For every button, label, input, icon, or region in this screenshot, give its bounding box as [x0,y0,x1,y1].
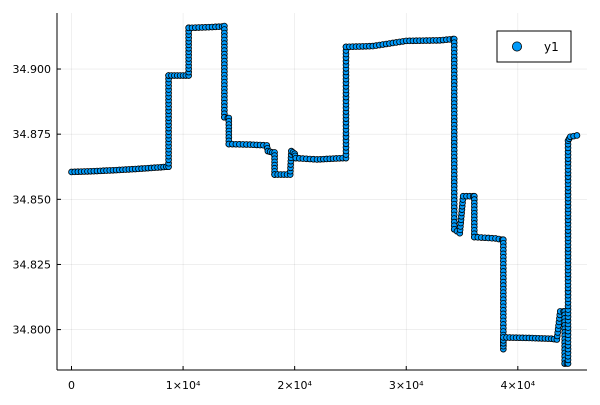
legend-box [496,30,572,63]
x-tick-label: 0 [68,379,75,392]
grid-lines [57,13,587,370]
y-tick-label: 34.850 [13,193,52,206]
axes [56,13,587,371]
y-tick-label: 34.825 [13,258,52,271]
y-tick-label: 34.900 [13,63,52,76]
x-tick-label: 1×10⁴ [166,379,201,392]
data-point [573,132,581,139]
y-tick-label: 34.875 [13,128,52,141]
legend-label: y1 [544,40,559,54]
x-tick-label: 2×10⁴ [277,379,312,392]
data-points [68,22,581,367]
y-tick-label: 34.800 [13,324,52,337]
x-tick-label: 3×10⁴ [389,379,424,392]
tick-labels: 0 1×10⁴ 2×10⁴ 3×10⁴ 4×10⁴ 34.800 34.825 34.850 3… [13,63,536,392]
legend-marker [512,41,523,52]
legend: y1 [496,30,572,63]
x-tick-label: 4×10⁴ [501,379,536,392]
